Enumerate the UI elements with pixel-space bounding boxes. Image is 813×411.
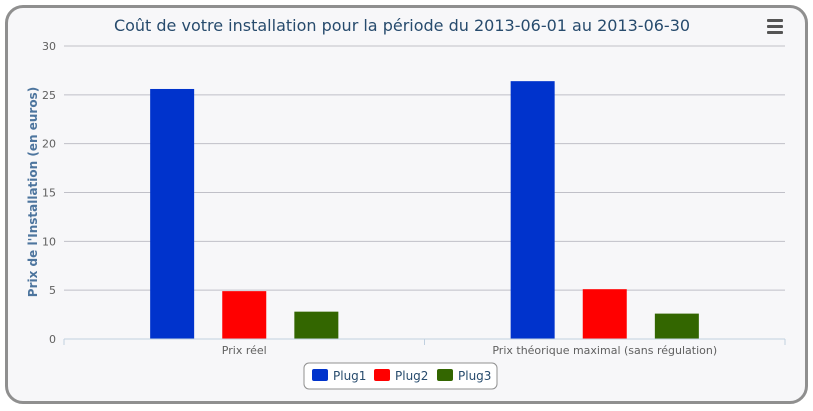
legend-item-plug2[interactable]: Plug2 [374,369,428,383]
y-axis-title: Prix de l'Installation (en euros) [26,87,40,297]
legend-label: Plug2 [395,369,428,383]
bar-plug1 [150,88,195,340]
bar-plug2 [582,289,627,339]
legend-item-plug3[interactable]: Plug3 [437,369,491,383]
x-axis: Prix réel Prix théorique maximal (sans ré… [63,338,786,357]
bar-plug3 [654,313,699,339]
y-tick-label: 25 [42,89,56,102]
bar-plug2 [222,291,267,339]
legend-swatch [374,369,390,381]
legend-swatch [312,369,328,381]
y-tick-label: 10 [42,235,56,248]
legend: Plug1 Plug2 Plug3 [303,362,498,390]
y-tick-label: 20 [42,138,56,151]
legend-label: Plug3 [458,369,491,383]
y-tick-label: 15 [42,187,56,200]
y-axis-ticks: 0 5 10 15 20 25 30 [42,40,56,346]
bar-plug1 [510,81,555,339]
legend-item-plug1[interactable]: Plug1 [312,369,366,383]
legend-label: Plug1 [333,369,366,383]
bar-plug3 [294,311,339,339]
x-tick-label: Prix théorique maximal (sans régulation) [492,344,717,357]
legend-swatch [437,369,453,381]
x-tick-label: Prix réel [222,344,267,357]
bars [150,81,699,340]
y-tick-label: 0 [49,333,56,346]
hamburger-menu-icon[interactable] [762,14,788,38]
chart-title: Coût de votre installation pour la pério… [114,16,690,35]
y-tick-label: 30 [42,40,56,53]
y-tick-label: 5 [49,284,56,297]
